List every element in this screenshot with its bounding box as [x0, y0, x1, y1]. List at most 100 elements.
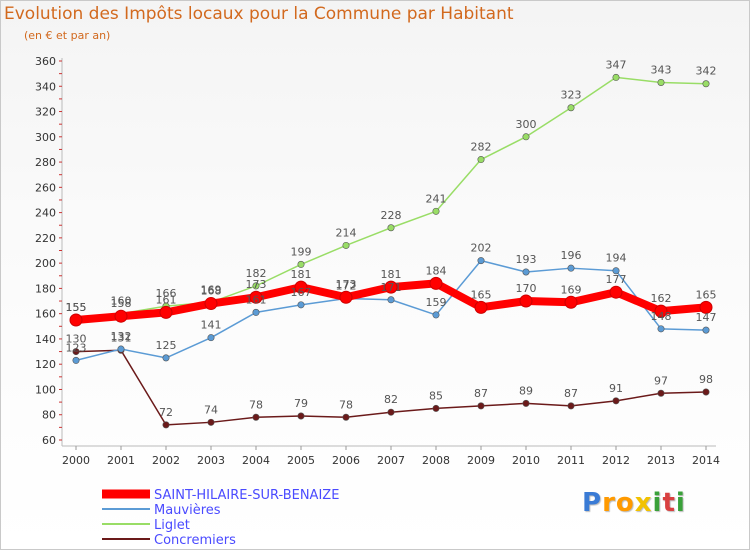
y-tick-label: 340 [35, 80, 56, 93]
logo-letter: P [582, 488, 603, 518]
data-label: 196 [561, 249, 582, 262]
data-point [432, 207, 440, 215]
data-label: 165 [471, 288, 492, 301]
data-label: 228 [381, 209, 402, 222]
data-point [477, 156, 485, 164]
logo-letter: x [634, 488, 653, 518]
x-tick-label: 2006 [332, 454, 360, 467]
data-label: 300 [516, 118, 537, 131]
data-point [249, 290, 263, 304]
y-tick-label: 240 [35, 207, 56, 220]
data-point [657, 78, 665, 86]
y-tick-label: 320 [35, 106, 56, 119]
data-point [522, 399, 530, 407]
data-point [429, 276, 443, 290]
data-point [252, 308, 260, 316]
data-label: 343 [651, 63, 672, 76]
x-tick-label: 2000 [62, 454, 90, 467]
y-tick-label: 160 [35, 308, 56, 321]
data-label: 74 [204, 403, 218, 416]
data-label: 141 [201, 319, 222, 332]
x-tick-label: 2011 [557, 454, 585, 467]
data-label: 97 [654, 374, 668, 387]
data-point [207, 418, 215, 426]
data-label: 173 [246, 278, 267, 291]
data-point [207, 334, 215, 342]
data-label: 161 [156, 293, 177, 306]
data-label: 158 [111, 297, 132, 310]
data-point [522, 268, 530, 276]
data-label: 87 [564, 387, 578, 400]
data-point [657, 389, 665, 397]
data-point [702, 326, 710, 334]
data-point [342, 413, 350, 421]
logo-letter: t [662, 488, 676, 518]
data-label: 181 [291, 268, 312, 281]
y-tick-label: 120 [35, 358, 56, 371]
data-label: 155 [66, 301, 87, 314]
y-tick-label: 80 [42, 409, 56, 422]
data-point [387, 408, 395, 416]
series-saint-hilaire-sur-benaize [69, 276, 713, 327]
data-label: 72 [159, 406, 173, 419]
data-label: 132 [111, 330, 132, 343]
data-label: 78 [249, 398, 263, 411]
data-label: 165 [696, 288, 717, 301]
data-label: 202 [471, 242, 492, 255]
data-point [162, 421, 170, 429]
data-point [567, 402, 575, 410]
data-point [702, 388, 710, 396]
data-point [339, 290, 353, 304]
data-point [297, 301, 305, 309]
data-label: 148 [651, 310, 672, 323]
data-label: 87 [474, 387, 488, 400]
x-tick-label: 2003 [197, 454, 225, 467]
data-label: 169 [201, 283, 222, 296]
data-label: 347 [606, 58, 627, 71]
x-tick-label: 2012 [602, 454, 630, 467]
data-point [294, 280, 308, 294]
data-point [477, 402, 485, 410]
chart-subtitle: (en € et par an) [24, 29, 111, 42]
data-label: 85 [429, 389, 443, 402]
data-point [432, 311, 440, 319]
x-tick-label: 2007 [377, 454, 405, 467]
data-point [159, 305, 173, 319]
data-label: 241 [426, 192, 447, 205]
y-tick-label: 300 [35, 131, 56, 144]
legend-label: SAINT-HILAIRE-SUR-BENAIZE [154, 488, 339, 503]
data-point [72, 348, 80, 356]
data-point [114, 309, 128, 323]
data-label: 89 [519, 384, 533, 397]
data-label: 323 [561, 89, 582, 102]
data-label: 91 [609, 382, 623, 395]
legend-label: Concremiers [154, 533, 236, 548]
data-point [204, 297, 218, 311]
data-point [612, 267, 620, 275]
data-label: 184 [426, 264, 447, 277]
data-point [657, 325, 665, 333]
logo-letter: i [652, 488, 663, 518]
axes: 60 80 100 120 140 160 180 200 220 240 260 280 300 320… [35, 55, 720, 467]
data-label: 182 [246, 267, 267, 280]
x-tick-label: 2014 [692, 454, 720, 467]
data-point [519, 294, 533, 308]
data-point [252, 413, 260, 421]
y-tick-label: 140 [35, 333, 56, 346]
data-point [252, 282, 260, 290]
data-label: 160 [111, 295, 132, 308]
data-point [612, 397, 620, 405]
logo-letter: r [602, 488, 616, 518]
data-label: 166 [156, 287, 177, 300]
x-tick-label: 2005 [287, 454, 315, 467]
data-label: 131 [111, 331, 132, 344]
logo-letter: i [675, 488, 686, 518]
data-label: 181 [381, 268, 402, 281]
data-point [69, 313, 83, 327]
data-point [384, 280, 398, 294]
data-label: 78 [339, 398, 353, 411]
x-tick-label: 2010 [512, 454, 540, 467]
data-point [564, 295, 578, 309]
x-tick-label: 2004 [242, 454, 270, 467]
